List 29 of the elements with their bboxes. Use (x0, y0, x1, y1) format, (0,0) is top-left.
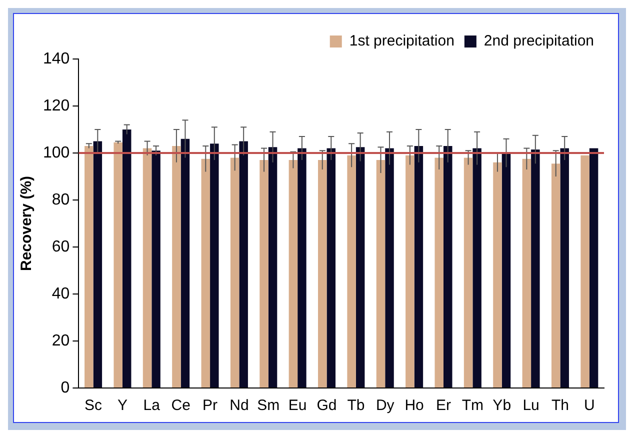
y-tick-label: 0 (60, 379, 70, 396)
y-tick-label: 80 (52, 191, 70, 208)
x-tick-label: Gd (316, 397, 337, 414)
x-tick-label: Dy (376, 397, 395, 414)
x-tick-label: Yb (492, 397, 512, 414)
x-tick-label: Nd (230, 397, 249, 414)
x-tick-label: La (143, 397, 161, 414)
legend-label: 2nd precipitation (484, 32, 594, 50)
x-tick-label: Ce (171, 397, 190, 414)
x-tick-label: U (584, 397, 595, 414)
x-tick-label: Y (117, 397, 128, 414)
x-tick-label: Tm (462, 397, 484, 414)
x-tick-label: Sm (257, 397, 280, 414)
x-tick-label: Ho (404, 397, 424, 414)
x-tick-label: Er (436, 397, 451, 414)
y-axis-title: Recovery (%) (18, 176, 36, 272)
x-tick-label: Eu (288, 397, 307, 414)
y-tick-label: 140 (42, 50, 70, 68)
x-tick-label: Pr (202, 397, 218, 414)
y-tick-label: 20 (52, 332, 70, 350)
x-tick-label: Lu (522, 397, 540, 414)
y-tick-label: 120 (42, 97, 70, 114)
y-tick-label: 100 (42, 144, 70, 162)
x-tick-label: Sc (84, 397, 103, 414)
y-tick-label: 40 (52, 285, 70, 302)
x-tick-label: Tb (347, 397, 365, 414)
x-tick-label: Th (551, 397, 569, 414)
y-tick-label: 60 (52, 238, 70, 256)
legend-label: 1st precipitation (349, 32, 454, 50)
